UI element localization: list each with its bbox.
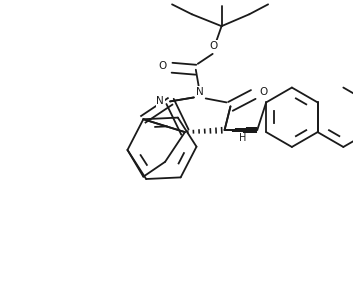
- Text: O: O: [158, 61, 166, 71]
- Text: N: N: [196, 86, 204, 96]
- Text: H: H: [239, 133, 246, 143]
- Text: O: O: [158, 61, 166, 71]
- Text: O: O: [209, 41, 218, 51]
- Text: N: N: [196, 86, 204, 96]
- Text: O: O: [209, 41, 218, 51]
- Text: O: O: [259, 88, 267, 98]
- Text: H: H: [239, 133, 246, 143]
- Text: O: O: [259, 88, 267, 98]
- Text: N: N: [156, 96, 164, 106]
- Text: N: N: [156, 96, 164, 106]
